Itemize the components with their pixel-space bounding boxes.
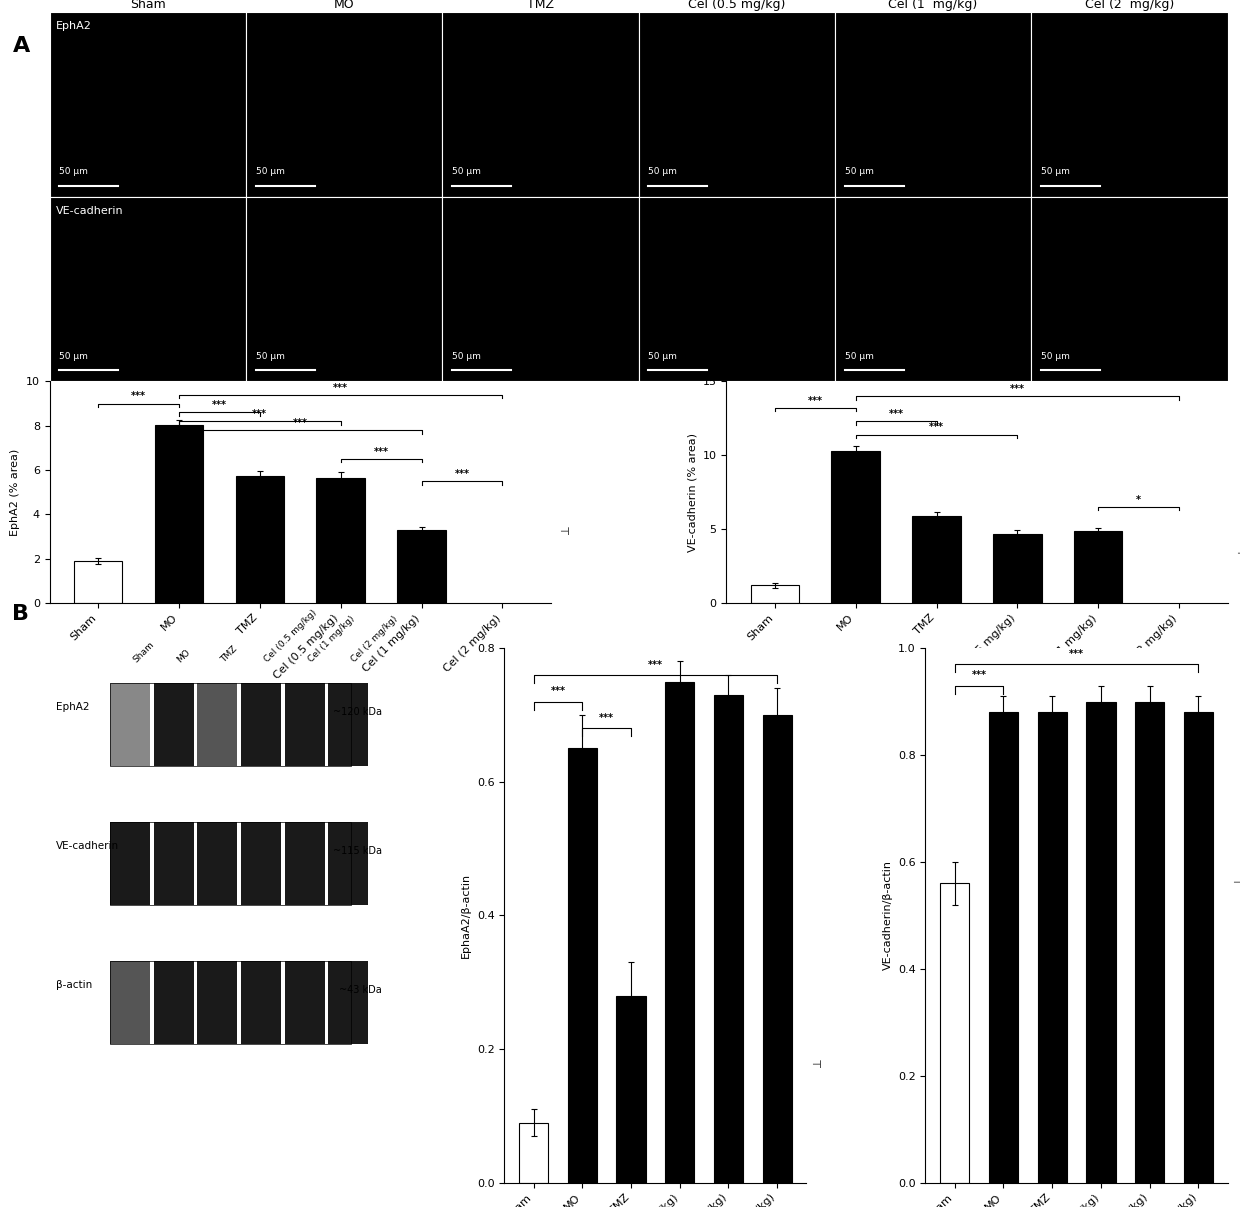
Text: 50 μm: 50 μm xyxy=(649,352,677,361)
Bar xyxy=(714,695,743,1183)
Text: ***: *** xyxy=(293,418,308,428)
Text: Cel (2 mg/kg): Cel (2 mg/kg) xyxy=(350,614,399,664)
Text: EphA2: EphA2 xyxy=(56,22,92,31)
FancyBboxPatch shape xyxy=(154,822,193,905)
Bar xyxy=(616,996,646,1183)
Text: ***: *** xyxy=(599,713,614,723)
Text: ~120 kDa: ~120 kDa xyxy=(332,707,382,717)
Text: ***: *** xyxy=(334,383,348,392)
Text: 50 μm: 50 μm xyxy=(453,352,481,361)
Y-axis label: VE-cadherin/β-actin: VE-cadherin/β-actin xyxy=(883,861,893,970)
Title: Sham: Sham xyxy=(130,0,166,11)
Text: ***: *** xyxy=(551,687,565,696)
Text: Sham: Sham xyxy=(131,640,156,664)
Text: ***: *** xyxy=(1069,649,1084,659)
FancyBboxPatch shape xyxy=(329,822,368,905)
Text: β-actin: β-actin xyxy=(56,980,93,990)
Bar xyxy=(940,884,970,1183)
Text: MO: MO xyxy=(176,647,192,664)
Y-axis label: EphaA2/β-actin: EphaA2/β-actin xyxy=(461,873,471,958)
FancyBboxPatch shape xyxy=(329,683,368,765)
FancyBboxPatch shape xyxy=(110,683,150,765)
Text: ***: *** xyxy=(889,409,904,419)
FancyBboxPatch shape xyxy=(284,683,325,765)
Title: MO: MO xyxy=(334,0,355,11)
FancyBboxPatch shape xyxy=(284,962,325,1044)
Text: 50 μm: 50 μm xyxy=(255,168,285,176)
FancyBboxPatch shape xyxy=(241,962,281,1044)
Bar xyxy=(397,530,445,604)
Title: TMZ: TMZ xyxy=(527,0,554,11)
Bar xyxy=(832,451,880,604)
Text: ***: *** xyxy=(807,396,823,406)
Bar xyxy=(568,748,596,1183)
Bar xyxy=(1038,712,1066,1183)
Text: 50 μm: 50 μm xyxy=(60,168,88,176)
Text: ~43 kDa: ~43 kDa xyxy=(340,985,382,996)
Bar xyxy=(316,478,365,604)
Text: 50 μm: 50 μm xyxy=(255,352,285,361)
Text: EphA2: EphA2 xyxy=(56,702,89,712)
FancyBboxPatch shape xyxy=(329,962,368,1044)
Bar xyxy=(763,715,792,1183)
Text: 50 μm: 50 μm xyxy=(649,168,677,176)
Bar xyxy=(155,425,203,604)
Y-axis label: EphA2 (% area): EphA2 (% area) xyxy=(10,449,20,536)
FancyBboxPatch shape xyxy=(110,962,150,1044)
Bar xyxy=(993,533,1042,604)
Text: Cel (0.5 mg/kg): Cel (0.5 mg/kg) xyxy=(263,608,319,664)
Text: ⊣: ⊣ xyxy=(1236,549,1240,559)
Text: ⊣: ⊣ xyxy=(559,527,569,537)
Bar xyxy=(1184,712,1213,1183)
Bar xyxy=(750,585,799,604)
FancyBboxPatch shape xyxy=(110,822,150,905)
Bar xyxy=(1074,531,1122,604)
FancyBboxPatch shape xyxy=(197,683,237,765)
Bar xyxy=(520,1123,548,1183)
Text: ***: *** xyxy=(972,670,987,681)
Text: 50 μm: 50 μm xyxy=(1042,352,1070,361)
Bar xyxy=(236,476,284,604)
Bar xyxy=(1086,701,1116,1183)
Text: A: A xyxy=(12,36,30,57)
Bar xyxy=(1135,701,1164,1183)
FancyBboxPatch shape xyxy=(154,683,193,765)
Text: 50 μm: 50 μm xyxy=(844,168,874,176)
Text: ***: *** xyxy=(373,447,388,456)
Text: 50 μm: 50 μm xyxy=(844,352,874,361)
Text: TMZ: TMZ xyxy=(219,645,239,664)
Text: ~115 kDa: ~115 kDa xyxy=(332,846,382,856)
Text: VE-cadherin: VE-cadherin xyxy=(56,841,119,851)
Text: ⊣: ⊣ xyxy=(811,1060,821,1071)
Text: Cel (1 mg/kg): Cel (1 mg/kg) xyxy=(306,614,356,664)
Text: VE-cadherin: VE-cadherin xyxy=(56,206,123,216)
Text: ***: *** xyxy=(454,470,470,479)
Text: ***: *** xyxy=(131,391,146,402)
Text: ***: *** xyxy=(929,422,944,432)
Title: Cel (2  mg/kg): Cel (2 mg/kg) xyxy=(1085,0,1174,11)
FancyBboxPatch shape xyxy=(241,683,281,765)
FancyBboxPatch shape xyxy=(197,962,237,1044)
Bar xyxy=(988,712,1018,1183)
Text: ⊣: ⊣ xyxy=(1233,879,1240,888)
Title: Cel (0.5 mg/kg): Cel (0.5 mg/kg) xyxy=(688,0,785,11)
Text: ***: *** xyxy=(212,401,227,410)
Text: 50 μm: 50 μm xyxy=(1042,168,1070,176)
Text: ***: *** xyxy=(252,409,268,419)
Text: 50 μm: 50 μm xyxy=(60,352,88,361)
Title: Cel (1  mg/kg): Cel (1 mg/kg) xyxy=(889,0,977,11)
Text: 50 μm: 50 μm xyxy=(453,168,481,176)
FancyBboxPatch shape xyxy=(197,822,237,905)
Y-axis label: VE-cadherin (% area): VE-cadherin (% area) xyxy=(687,433,697,552)
Text: ***: *** xyxy=(647,659,663,670)
FancyBboxPatch shape xyxy=(241,822,281,905)
Bar xyxy=(74,561,123,604)
Bar xyxy=(665,682,694,1183)
FancyBboxPatch shape xyxy=(154,962,193,1044)
FancyBboxPatch shape xyxy=(284,822,325,905)
Text: *: * xyxy=(1136,495,1141,505)
Text: B: B xyxy=(12,604,30,624)
Bar xyxy=(913,515,961,604)
Text: ***: *** xyxy=(1009,384,1025,393)
